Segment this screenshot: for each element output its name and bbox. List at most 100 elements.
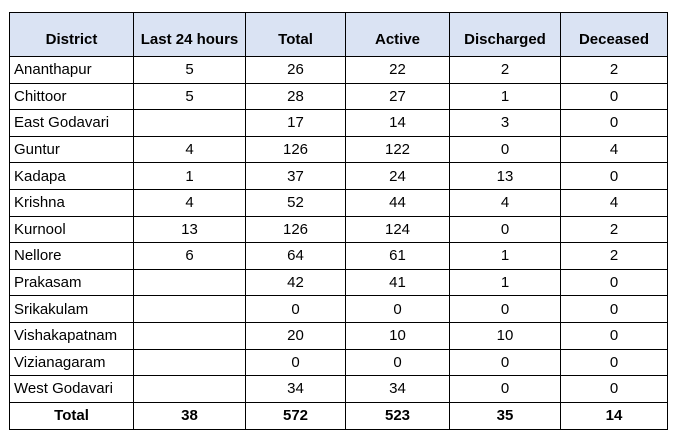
number-cell [133, 268, 246, 297]
district-cell: Vishakapatnam [9, 321, 134, 350]
district-cell: Chittoor [9, 82, 134, 111]
number-cell: 1 [449, 82, 561, 111]
table-row: Prakasam 42 41 1 0 [9, 268, 668, 297]
header-cell: Last 24 hours [133, 12, 246, 57]
number-cell [133, 375, 246, 403]
table-row: East Godavari 17 14 3 0 [9, 109, 668, 137]
number-cell: 1 [133, 162, 246, 190]
number-cell [133, 348, 246, 377]
header-row: District Last 24 hours Total Active Discharg… [9, 12, 668, 57]
number-cell: 27 [345, 82, 450, 111]
number-cell: 6 [133, 242, 246, 270]
district-table: District Last 24 hours Total Active Discharg… [9, 12, 668, 430]
number-cell: 0 [560, 109, 668, 137]
number-cell: 0 [245, 295, 346, 323]
table-row: Vishakapatnam 20 10 10 0 [9, 321, 668, 350]
total-cell: 38 [133, 401, 246, 430]
total-label: Total [9, 401, 134, 430]
number-cell: 0 [449, 215, 561, 244]
number-cell: 14 [345, 109, 450, 137]
number-cell: 0 [560, 321, 668, 350]
number-cell: 0 [245, 348, 346, 377]
header-cell: Total [245, 12, 346, 57]
number-cell: 126 [245, 135, 346, 164]
total-cell: 14 [560, 401, 668, 430]
table-row: Krishna 4 52 44 4 4 [9, 188, 668, 217]
table-row: Kadapa 1 37 24 13 0 [9, 162, 668, 190]
number-cell: 2 [560, 242, 668, 270]
number-cell: 28 [245, 82, 346, 111]
total-row: Total 38 572 523 35 14 [9, 401, 668, 430]
table-row: Nellore 6 64 61 1 2 [9, 242, 668, 270]
table-wrap: District Last 24 hours Total Active Discharg… [9, 12, 668, 430]
table-row: Chittoor 5 28 27 1 0 [9, 82, 668, 111]
number-cell: 2 [560, 215, 668, 244]
number-cell: 44 [345, 188, 450, 217]
header-cell: Deceased [560, 12, 668, 57]
number-cell: 0 [560, 348, 668, 377]
total-cell: 523 [345, 401, 450, 430]
number-cell [133, 109, 246, 137]
number-cell: 0 [560, 162, 668, 190]
number-cell: 26 [245, 56, 346, 84]
number-cell: 124 [345, 215, 450, 244]
district-cell: Prakasam [9, 268, 134, 297]
number-cell: 2 [449, 56, 561, 84]
number-cell: 5 [133, 56, 246, 84]
number-cell: 4 [560, 188, 668, 217]
district-cell: Krishna [9, 188, 134, 217]
header-cell: District [9, 12, 134, 57]
number-cell: 0 [560, 375, 668, 403]
header-cell: Active [345, 12, 450, 57]
number-cell: 2 [560, 56, 668, 84]
number-cell: 22 [345, 56, 450, 84]
district-cell: Kurnool [9, 215, 134, 244]
number-cell: 3 [449, 109, 561, 137]
number-cell: 61 [345, 242, 450, 270]
number-cell: 37 [245, 162, 346, 190]
district-cell: West Godavari [9, 375, 134, 403]
number-cell: 0 [449, 135, 561, 164]
number-cell: 0 [449, 348, 561, 377]
number-cell: 34 [345, 375, 450, 403]
number-cell [133, 321, 246, 350]
total-cell: 35 [449, 401, 561, 430]
district-cell: Srikakulam [9, 295, 134, 323]
number-cell: 13 [449, 162, 561, 190]
district-cell: Vizianagaram [9, 348, 134, 377]
number-cell: 4 [133, 135, 246, 164]
number-cell: 0 [345, 295, 450, 323]
table-body: Ananthapur 5 26 22 2 2 Chittoor 5 28 27 1 0 East God… [9, 56, 668, 430]
number-cell: 10 [449, 321, 561, 350]
number-cell: 126 [245, 215, 346, 244]
number-cell: 13 [133, 215, 246, 244]
table-row: Kurnool 13 126 124 0 2 [9, 215, 668, 244]
number-cell: 1 [449, 268, 561, 297]
table-row: Ananthapur 5 26 22 2 2 [9, 56, 668, 84]
number-cell: 4 [560, 135, 668, 164]
number-cell: 24 [345, 162, 450, 190]
district-cell: Guntur [9, 135, 134, 164]
number-cell: 0 [449, 375, 561, 403]
number-cell: 0 [560, 295, 668, 323]
number-cell: 1 [449, 242, 561, 270]
number-cell: 122 [345, 135, 450, 164]
district-cell: Ananthapur [9, 56, 134, 84]
number-cell: 4 [133, 188, 246, 217]
number-cell: 41 [345, 268, 450, 297]
number-cell: 64 [245, 242, 346, 270]
number-cell: 10 [345, 321, 450, 350]
number-cell: 5 [133, 82, 246, 111]
table-row: Srikakulam 0 0 0 0 [9, 295, 668, 323]
district-cell: Kadapa [9, 162, 134, 190]
district-cell: East Godavari [9, 109, 134, 137]
number-cell: 4 [449, 188, 561, 217]
table-row: West Godavari 34 34 0 0 [9, 375, 668, 403]
district-cell: Nellore [9, 242, 134, 270]
table-row: Guntur 4 126 122 0 4 [9, 135, 668, 164]
header-cell: Discharged [449, 12, 561, 57]
number-cell: 17 [245, 109, 346, 137]
number-cell: 42 [245, 268, 346, 297]
number-cell: 0 [560, 268, 668, 297]
